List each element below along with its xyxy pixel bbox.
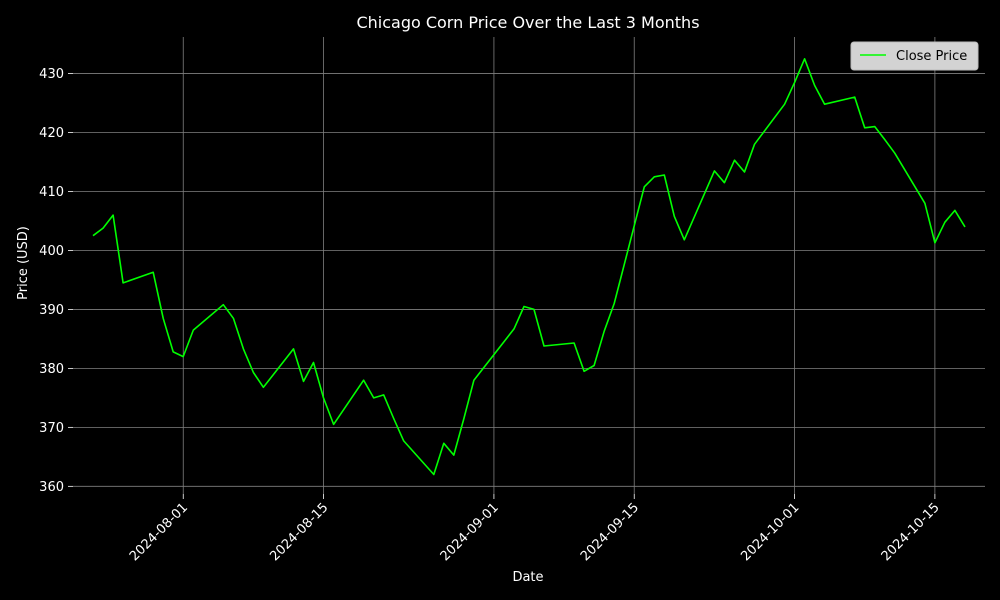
plot-lines [92,57,966,476]
x-axis-label: Date [512,570,543,585]
y-tick-label: 380 [39,362,64,377]
legend-box [850,41,979,71]
y-tick-label: 400 [39,244,64,259]
grid [73,37,985,494]
legend-label: Close Price [896,49,967,64]
legend: Close Price [850,41,979,71]
y-axis: 360 370 380 390 400 410 420 430 [39,67,73,495]
chart-title: Chicago Corn Price Over the Last 3 Month… [356,13,699,32]
y-tick-label: 390 [39,303,64,318]
y-axis-label: Price (USD) [16,226,31,300]
y-tick-label: 430 [39,67,64,82]
series-line-close-price [92,57,966,476]
y-tick-label: 360 [39,480,64,495]
y-tick-label: 370 [39,421,64,436]
y-tick-label: 420 [39,126,64,141]
y-tick-label: 410 [39,185,64,200]
